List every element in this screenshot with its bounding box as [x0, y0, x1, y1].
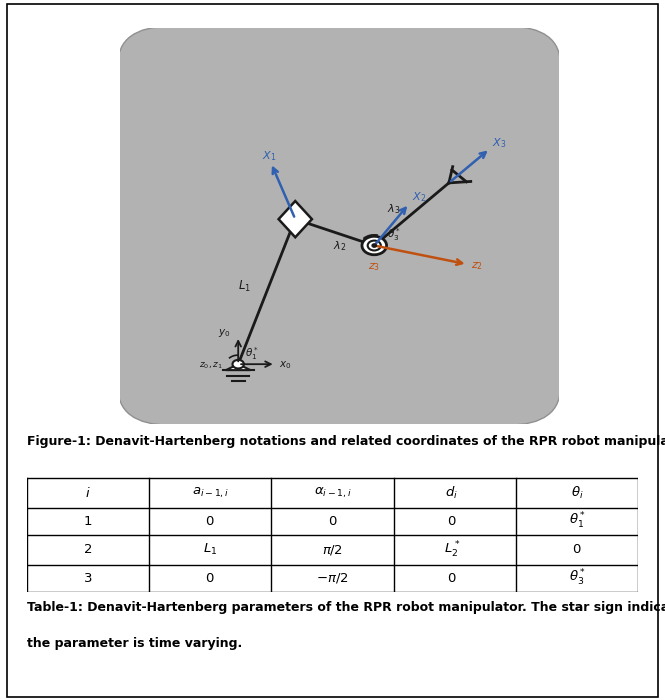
- Text: $\lambda_2$: $\lambda_2$: [332, 239, 346, 253]
- Text: $X_2$: $X_2$: [412, 190, 426, 204]
- Polygon shape: [226, 364, 251, 370]
- Text: $a_{i-1,i}$: $a_{i-1,i}$: [192, 486, 229, 500]
- Text: $\lambda_3$: $\lambda_3$: [388, 202, 401, 216]
- Text: $z_3$: $z_3$: [368, 261, 380, 273]
- Text: $L_1$: $L_1$: [238, 279, 251, 294]
- Text: $\theta_i$: $\theta_i$: [571, 485, 584, 501]
- Text: $\theta_1^*$: $\theta_1^*$: [569, 511, 586, 531]
- Text: $\pi/2$: $\pi/2$: [322, 542, 343, 556]
- Text: $0$: $0$: [573, 543, 582, 556]
- Text: $0$: $0$: [328, 515, 337, 528]
- Text: $L_1$: $L_1$: [203, 542, 217, 557]
- Text: $z_0,z_1$: $z_0,z_1$: [199, 360, 223, 371]
- Text: Table-1: Denavit-Hartenberg parameters of the RPR robot manipulator. The star si: Table-1: Denavit-Hartenberg parameters o…: [27, 601, 665, 614]
- Text: $0$: $0$: [205, 571, 215, 584]
- Text: $z_2$: $z_2$: [471, 260, 483, 272]
- Text: $0$: $0$: [447, 571, 457, 584]
- Circle shape: [362, 237, 386, 255]
- Circle shape: [372, 244, 376, 247]
- Circle shape: [368, 241, 381, 251]
- Text: $\theta_1^*$: $\theta_1^*$: [245, 345, 259, 362]
- Text: $0$: $0$: [205, 515, 215, 528]
- Text: $\theta_3^*$: $\theta_3^*$: [569, 568, 586, 588]
- FancyBboxPatch shape: [118, 27, 561, 425]
- Text: $L_2^*$: $L_2^*$: [444, 540, 460, 560]
- Text: $X_1$: $X_1$: [262, 149, 277, 162]
- Text: Figure-1: Denavit-Hartenberg notations and related coordinates of the RPR robot : Figure-1: Denavit-Hartenberg notations a…: [27, 435, 665, 447]
- Text: $-\pi/2$: $-\pi/2$: [317, 571, 348, 585]
- Text: $\theta_3^*$: $\theta_3^*$: [386, 227, 400, 244]
- Text: the parameter is time varying.: the parameter is time varying.: [27, 637, 242, 650]
- Text: $1$: $1$: [83, 515, 92, 528]
- Polygon shape: [279, 201, 312, 237]
- Text: $3$: $3$: [83, 571, 92, 584]
- Text: $d_i$: $d_i$: [446, 485, 458, 501]
- Text: $x_0$: $x_0$: [279, 359, 291, 370]
- Text: $y_0$: $y_0$: [218, 327, 231, 340]
- Text: $2$: $2$: [83, 543, 92, 556]
- Text: $X_3$: $X_3$: [492, 136, 507, 150]
- Text: $\alpha_{i-1,i}$: $\alpha_{i-1,i}$: [314, 486, 351, 500]
- Circle shape: [233, 360, 244, 368]
- Text: $i$: $i$: [85, 486, 90, 500]
- Text: $0$: $0$: [447, 515, 457, 528]
